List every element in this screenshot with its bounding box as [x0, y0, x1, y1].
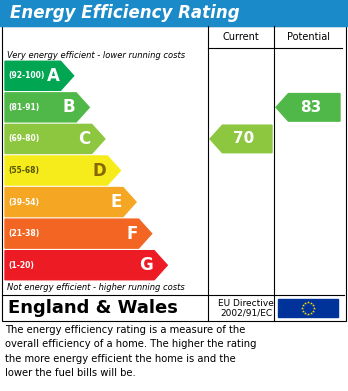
Polygon shape — [210, 125, 272, 153]
Text: 83: 83 — [300, 100, 322, 115]
Polygon shape — [5, 93, 89, 122]
Polygon shape — [276, 93, 340, 121]
Text: (92-100): (92-100) — [8, 71, 45, 80]
Polygon shape — [5, 124, 105, 153]
Text: (55-68): (55-68) — [8, 166, 39, 175]
Text: Current: Current — [223, 32, 259, 42]
Text: 2002/91/EC: 2002/91/EC — [220, 308, 272, 317]
Text: (21-38): (21-38) — [8, 229, 39, 238]
Text: A: A — [47, 67, 60, 85]
Text: F: F — [126, 225, 137, 243]
Text: Not energy efficient - higher running costs: Not energy efficient - higher running co… — [7, 283, 185, 292]
Polygon shape — [5, 219, 152, 248]
Text: (39-54): (39-54) — [8, 197, 39, 206]
Text: G: G — [140, 256, 153, 274]
Bar — [278, 299, 338, 317]
Polygon shape — [5, 251, 167, 280]
Text: E: E — [111, 193, 122, 211]
Text: B: B — [63, 99, 75, 117]
Text: (69-80): (69-80) — [8, 135, 39, 143]
Text: England & Wales: England & Wales — [8, 299, 178, 317]
Polygon shape — [5, 156, 120, 185]
Polygon shape — [5, 61, 74, 90]
Text: C: C — [79, 130, 91, 148]
Text: (81-91): (81-91) — [8, 103, 39, 112]
Text: (1-20): (1-20) — [8, 261, 34, 270]
Polygon shape — [5, 188, 136, 217]
Text: D: D — [93, 161, 106, 179]
Bar — [0, 0, 348, 26]
Text: Energy Efficiency Rating: Energy Efficiency Rating — [10, 4, 240, 22]
Bar — [2, 26, 346, 321]
Text: EU Directive: EU Directive — [218, 300, 274, 308]
Text: Potential: Potential — [286, 32, 330, 42]
Text: 70: 70 — [234, 131, 255, 146]
Text: Very energy efficient - lower running costs: Very energy efficient - lower running co… — [7, 52, 185, 61]
Text: The energy efficiency rating is a measure of the
overall efficiency of a home. T: The energy efficiency rating is a measur… — [5, 325, 256, 378]
